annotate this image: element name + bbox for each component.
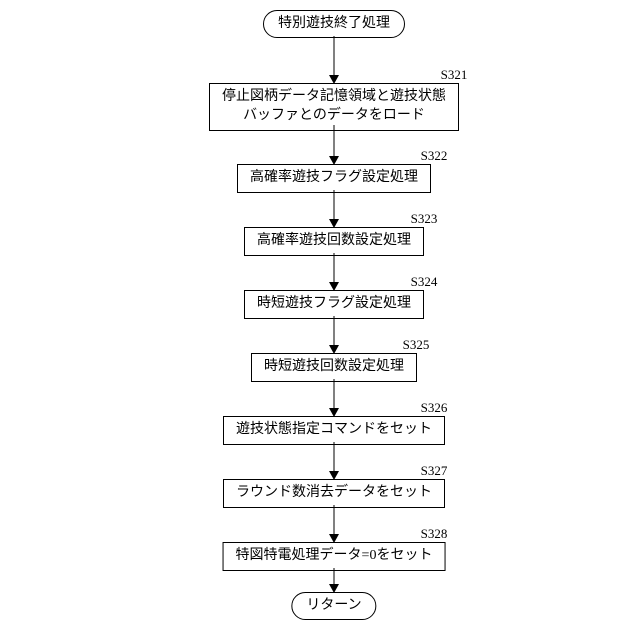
- step-label-s322: S322: [421, 148, 448, 164]
- arrow-7-head-icon: [329, 534, 339, 543]
- step-label-s325: S325: [403, 337, 430, 353]
- node-s327: ラウンド数消去データをセット: [223, 479, 445, 508]
- node-s323: 高確率遊技回数設定処理: [244, 227, 424, 256]
- node-text: 遊技状態指定コマンドをセット: [236, 422, 432, 437]
- node-return: リターン: [291, 592, 376, 620]
- node-text: 高確率遊技フラグ設定処理: [250, 170, 418, 185]
- node-text: 時短遊技回数設定処理: [264, 359, 404, 374]
- node-start: 特別遊技終了処理: [263, 10, 405, 38]
- node-s325: 時短遊技回数設定処理: [251, 353, 417, 382]
- step-label-s328: S328: [421, 526, 448, 542]
- arrow-0-head-icon: [329, 75, 339, 84]
- arrow-4-line: [334, 316, 335, 345]
- arrow-8-line: [334, 568, 335, 584]
- node-s326: 遊技状態指定コマンドをセット: [223, 416, 445, 445]
- arrow-8-head-icon: [329, 584, 339, 593]
- step-label-s326: S326: [421, 400, 448, 416]
- arrow-2-head-icon: [329, 219, 339, 228]
- arrow-7-line: [334, 505, 335, 534]
- node-text: 特図特電処理データ=0をセット: [236, 548, 433, 563]
- arrow-0-line: [334, 36, 335, 75]
- node-text: 時短遊技フラグ設定処理: [257, 296, 411, 311]
- arrow-5-head-icon: [329, 408, 339, 417]
- node-s324: 時短遊技フラグ設定処理: [244, 290, 424, 319]
- node-text-line2: バッファとのデータをロード: [243, 108, 425, 123]
- arrow-6-line: [334, 442, 335, 471]
- arrow-1-head-icon: [329, 156, 339, 165]
- node-s321: 停止図柄データ記憶領域と遊技状態バッファとのデータをロード: [209, 83, 459, 131]
- arrow-3-line: [334, 253, 335, 282]
- step-label-s324: S324: [411, 274, 438, 290]
- arrow-6-head-icon: [329, 471, 339, 480]
- arrow-1-line: [334, 125, 335, 156]
- step-label-s327: S327: [421, 463, 448, 479]
- arrow-2-line: [334, 190, 335, 219]
- node-text: 高確率遊技回数設定処理: [257, 233, 411, 248]
- arrow-5-line: [334, 379, 335, 408]
- flowchart-canvas: 特別遊技終了処理停止図柄データ記憶領域と遊技状態バッファとのデータをロードS32…: [0, 0, 640, 617]
- node-text: 特別遊技終了処理: [278, 16, 390, 31]
- arrow-4-head-icon: [329, 345, 339, 354]
- node-text: ラウンド数消去データをセット: [236, 485, 432, 500]
- node-s328: 特図特電処理データ=0をセット: [223, 542, 446, 571]
- step-label-s321: S321: [441, 67, 468, 83]
- node-text: リターン: [306, 598, 361, 613]
- step-label-s323: S323: [411, 211, 438, 227]
- arrow-3-head-icon: [329, 282, 339, 291]
- node-text-line1: 停止図柄データ記憶領域と遊技状態: [222, 89, 446, 104]
- node-s322: 高確率遊技フラグ設定処理: [237, 164, 431, 193]
